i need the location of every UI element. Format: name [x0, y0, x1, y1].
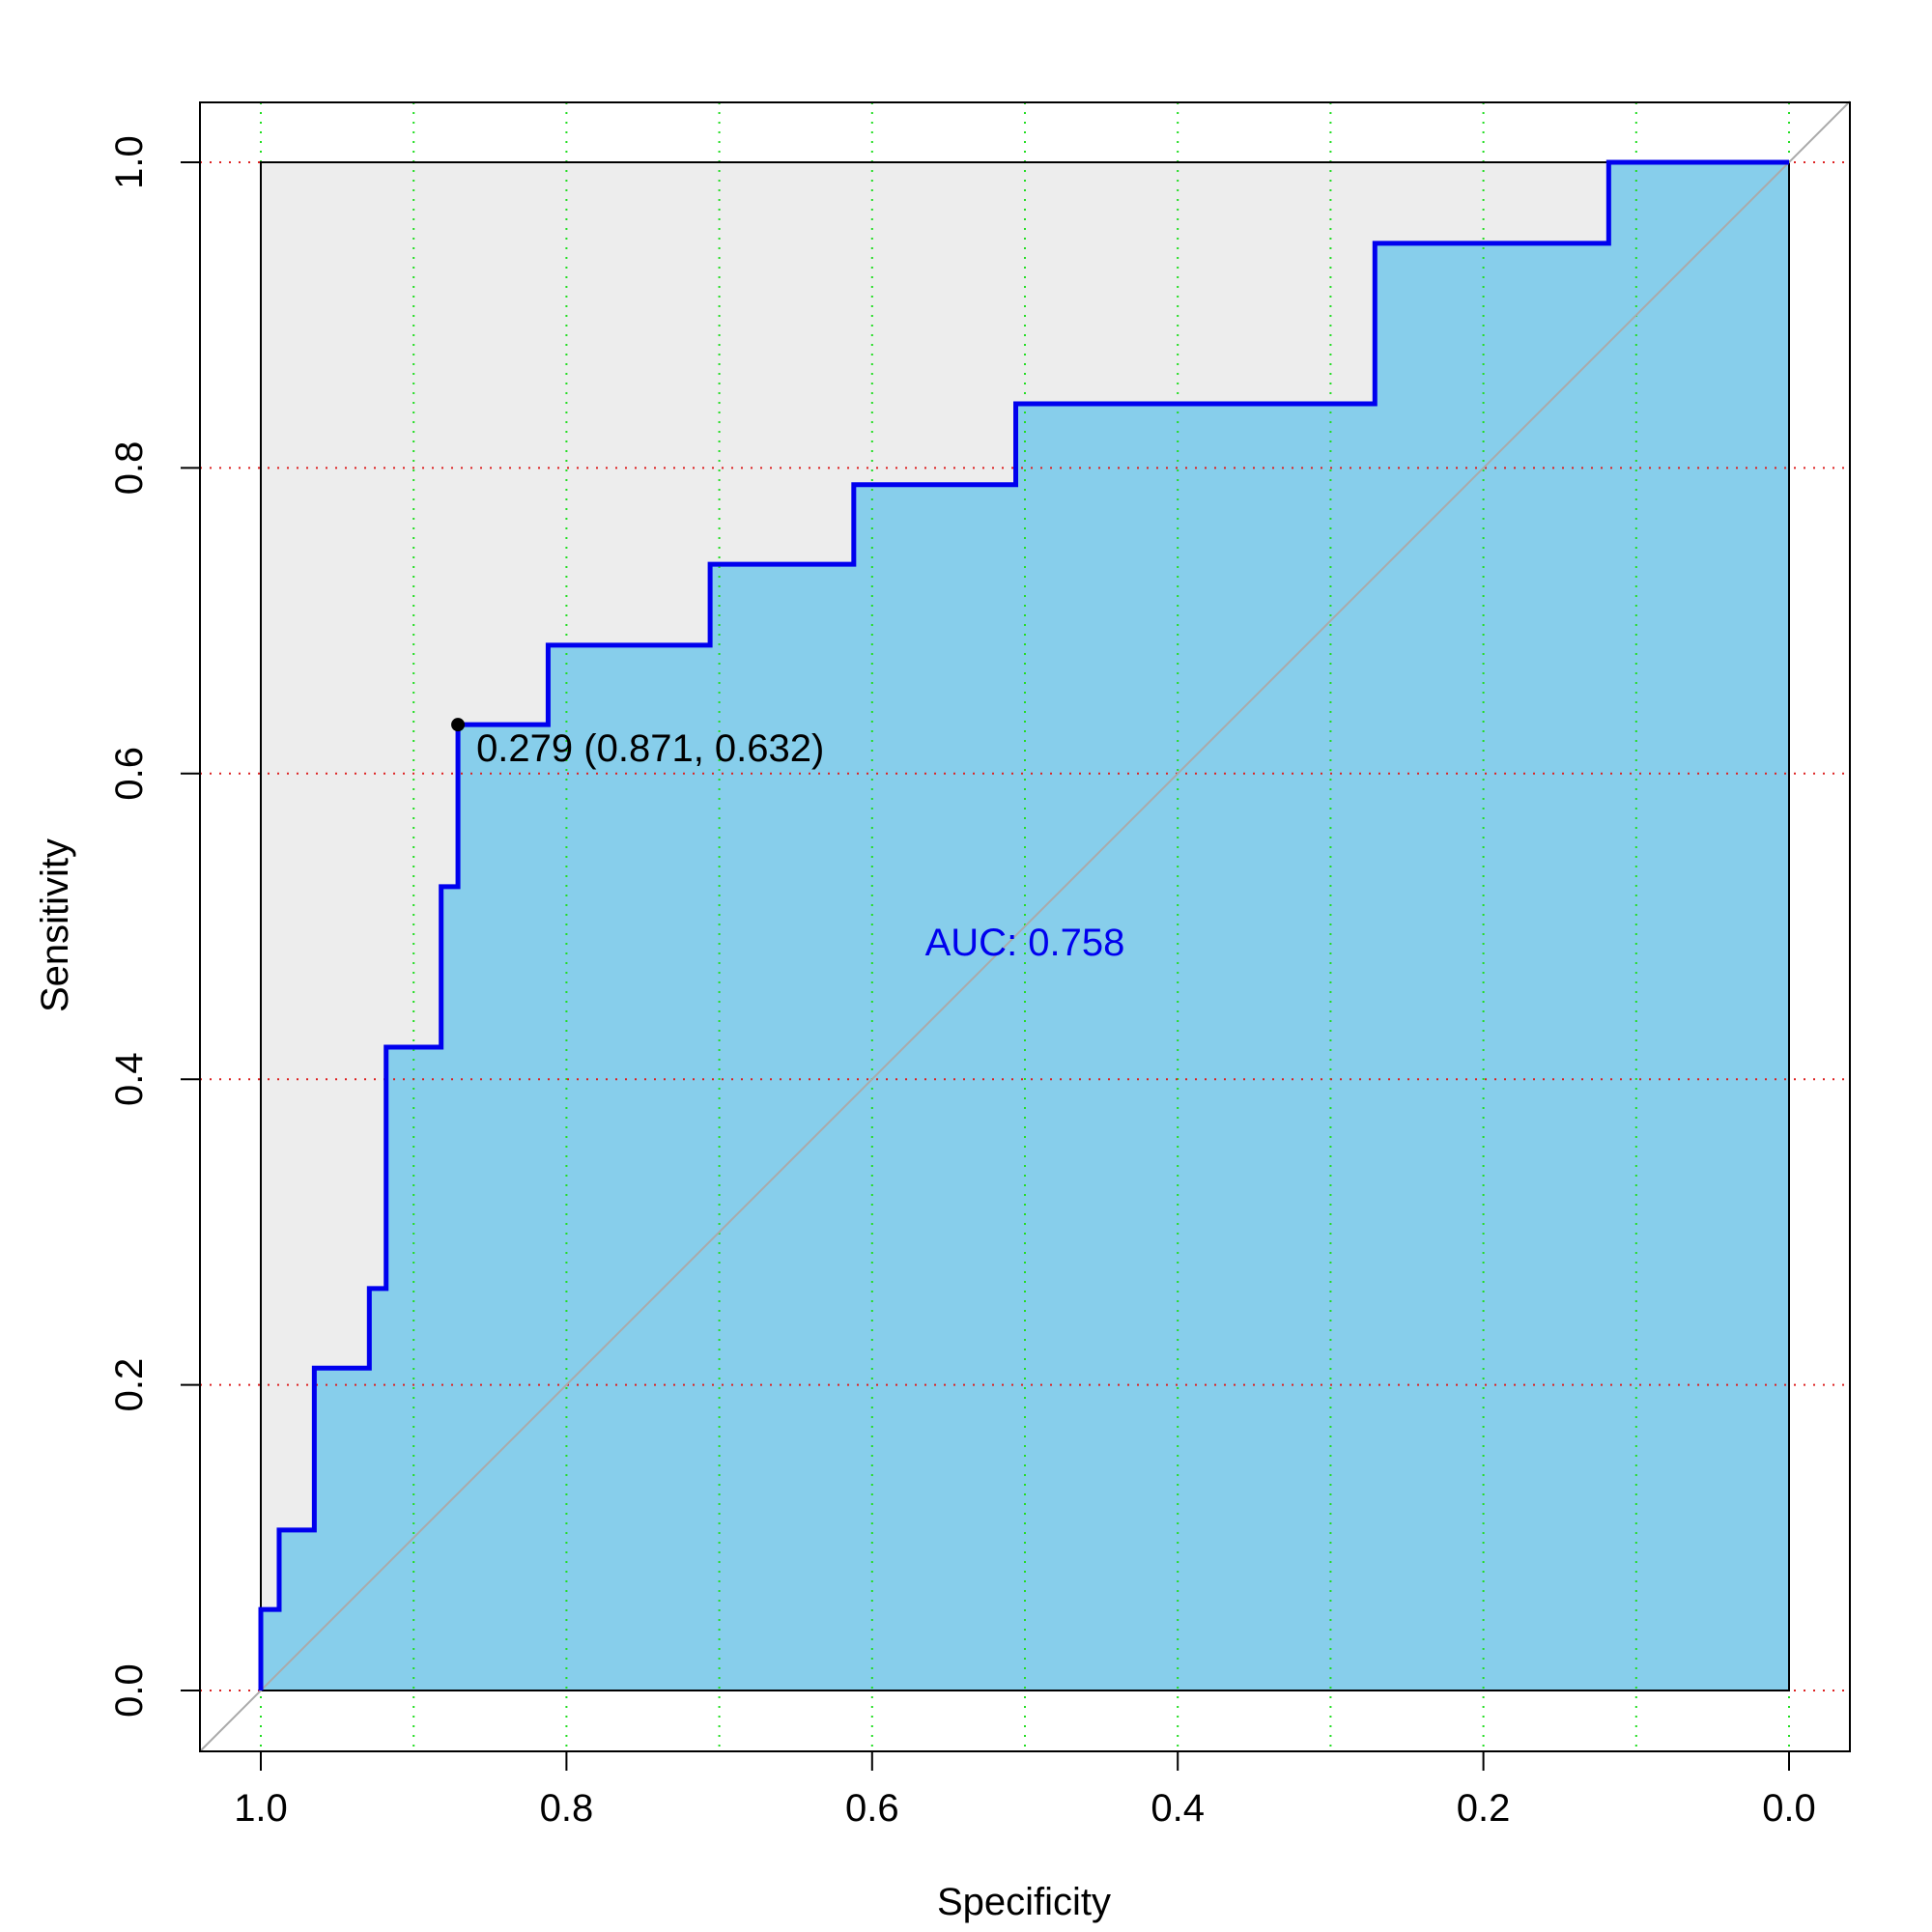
- curve-layer: [258, 159, 1789, 1690]
- x-tick-label: 0.8: [540, 1787, 594, 1830]
- max-auc-border: [260, 161, 1790, 1691]
- y-tick-label: 0.4: [108, 1052, 151, 1106]
- reference-layer: [199, 100, 1851, 1752]
- y-axis-title: Sensitivity: [34, 838, 76, 1012]
- x-axis-title: Specificity: [937, 1881, 1111, 1923]
- x-tick-label: 1.0: [234, 1787, 288, 1830]
- labels-layer: 0.279 (0.871, 0.632) AUC: 0.758 1.0 0.8 0.6 0…: [108, 135, 1816, 1830]
- best-threshold-label: 0.279 (0.871, 0.632): [476, 727, 824, 770]
- y-tick-label: 0.6: [108, 747, 151, 801]
- y-tick-label: 0.0: [108, 1663, 151, 1718]
- y-tick-label: 0.8: [108, 441, 151, 496]
- best-threshold-point: [451, 718, 466, 732]
- y-tick-label: 1.0: [108, 135, 151, 189]
- reference-diagonal: [199, 100, 1851, 1752]
- x-tick-label: 0.2: [1457, 1787, 1511, 1830]
- x-tick-label: 0.6: [845, 1787, 899, 1830]
- grid-layer: [200, 102, 1850, 1751]
- axes-layer: [181, 101, 1851, 1771]
- auc-label: AUC: 0.758: [925, 922, 1125, 964]
- y-tick-label: 0.2: [108, 1358, 151, 1412]
- x-tick-label: 0.4: [1151, 1787, 1205, 1830]
- x-tick-label: 0.0: [1762, 1787, 1816, 1830]
